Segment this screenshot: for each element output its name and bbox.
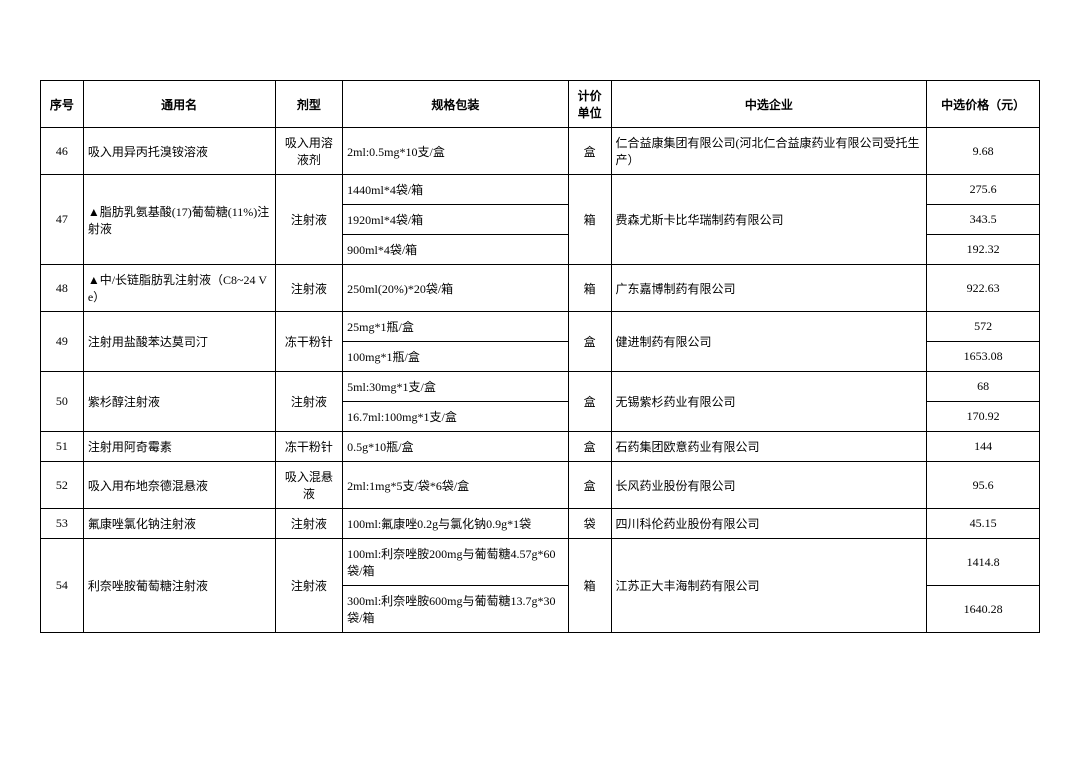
cell-unit: 箱 xyxy=(568,539,611,633)
cell-name: 吸入用异丙托溴铵溶液 xyxy=(83,128,275,175)
table-row: 48 ▲中/长链脂肪乳注射液（C8~24 Ve） 注射液 250ml(20%)*… xyxy=(41,265,1040,312)
header-name: 通用名 xyxy=(83,81,275,128)
cell-company: 仁合益康集团有限公司(河北仁合益康药业有限公司受托生产） xyxy=(611,128,927,175)
table-row: 50 紫杉醇注射液 注射液 5ml:30mg*1支/盒 盒 无锡紫杉药业有限公司… xyxy=(41,372,1040,402)
cell-form: 冻干粉针 xyxy=(275,432,343,462)
table-row: 46 吸入用异丙托溴铵溶液 吸入用溶液剂 2ml:0.5mg*10支/盒 盒 仁… xyxy=(41,128,1040,175)
cell-price: 1414.8 xyxy=(927,539,1040,586)
cell-seq: 51 xyxy=(41,432,84,462)
cell-name: 氟康唑氯化钠注射液 xyxy=(83,509,275,539)
cell-spec: 300ml:利奈唑胺600mg与葡萄糖13.7g*30袋/箱 xyxy=(343,586,569,633)
cell-price: 572 xyxy=(927,312,1040,342)
table-row: 49 注射用盐酸苯达莫司汀 冻干粉针 25mg*1瓶/盒 盒 健进制药有限公司 … xyxy=(41,312,1040,342)
cell-price: 343.5 xyxy=(927,205,1040,235)
cell-unit: 箱 xyxy=(568,175,611,265)
cell-form: 注射液 xyxy=(275,539,343,633)
cell-price: 144 xyxy=(927,432,1040,462)
cell-spec: 16.7ml:100mg*1支/盒 xyxy=(343,402,569,432)
cell-seq: 53 xyxy=(41,509,84,539)
cell-unit: 盒 xyxy=(568,312,611,372)
cell-seq: 47 xyxy=(41,175,84,265)
cell-company: 长风药业股份有限公司 xyxy=(611,462,927,509)
cell-company: 石药集团欧意药业有限公司 xyxy=(611,432,927,462)
cell-spec: 100ml:氟康唑0.2g与氯化钠0.9g*1袋 xyxy=(343,509,569,539)
cell-unit: 盒 xyxy=(568,128,611,175)
cell-price: 95.6 xyxy=(927,462,1040,509)
cell-form: 注射液 xyxy=(275,372,343,432)
cell-company: 无锡紫杉药业有限公司 xyxy=(611,372,927,432)
cell-name: 利奈唑胺葡萄糖注射液 xyxy=(83,539,275,633)
cell-form: 吸入混悬液 xyxy=(275,462,343,509)
cell-seq: 54 xyxy=(41,539,84,633)
cell-spec: 0.5g*10瓶/盒 xyxy=(343,432,569,462)
cell-name: ▲中/长链脂肪乳注射液（C8~24 Ve） xyxy=(83,265,275,312)
cell-form: 注射液 xyxy=(275,509,343,539)
cell-price: 1640.28 xyxy=(927,586,1040,633)
cell-form: 注射液 xyxy=(275,265,343,312)
cell-form: 冻干粉针 xyxy=(275,312,343,372)
cell-name: 吸入用布地奈德混悬液 xyxy=(83,462,275,509)
cell-price: 275.6 xyxy=(927,175,1040,205)
cell-unit: 盒 xyxy=(568,372,611,432)
cell-seq: 48 xyxy=(41,265,84,312)
header-company: 中选企业 xyxy=(611,81,927,128)
cell-price: 922.63 xyxy=(927,265,1040,312)
cell-unit: 盒 xyxy=(568,462,611,509)
table-row: 53 氟康唑氯化钠注射液 注射液 100ml:氟康唑0.2g与氯化钠0.9g*1… xyxy=(41,509,1040,539)
cell-unit: 袋 xyxy=(568,509,611,539)
header-unit: 计价单位 xyxy=(568,81,611,128)
cell-price: 170.92 xyxy=(927,402,1040,432)
cell-seq: 49 xyxy=(41,312,84,372)
cell-company: 四川科伦药业股份有限公司 xyxy=(611,509,927,539)
cell-price: 9.68 xyxy=(927,128,1040,175)
cell-spec: 1440ml*4袋/箱 xyxy=(343,175,569,205)
header-price: 中选价格（元） xyxy=(927,81,1040,128)
cell-seq: 50 xyxy=(41,372,84,432)
table-row: 47 ▲脂肪乳氨基酸(17)葡萄糖(11%)注射液 注射液 1440ml*4袋/… xyxy=(41,175,1040,205)
cell-name: 注射用阿奇霉素 xyxy=(83,432,275,462)
cell-spec: 100ml:利奈唑胺200mg与葡萄糖4.57g*60袋/箱 xyxy=(343,539,569,586)
cell-company: 费森尤斯卡比华瑞制药有限公司 xyxy=(611,175,927,265)
cell-spec: 2ml:1mg*5支/袋*6袋/盒 xyxy=(343,462,569,509)
drug-price-table: 序号 通用名 剂型 规格包装 计价单位 中选企业 中选价格（元） 46 吸入用异… xyxy=(40,80,1040,633)
header-seq: 序号 xyxy=(41,81,84,128)
cell-company: 广东嘉博制药有限公司 xyxy=(611,265,927,312)
cell-price: 1653.08 xyxy=(927,342,1040,372)
cell-company: 健进制药有限公司 xyxy=(611,312,927,372)
cell-name: 紫杉醇注射液 xyxy=(83,372,275,432)
table-header-row: 序号 通用名 剂型 规格包装 计价单位 中选企业 中选价格（元） xyxy=(41,81,1040,128)
table-row: 54 利奈唑胺葡萄糖注射液 注射液 100ml:利奈唑胺200mg与葡萄糖4.5… xyxy=(41,539,1040,586)
cell-seq: 52 xyxy=(41,462,84,509)
cell-spec: 5ml:30mg*1支/盒 xyxy=(343,372,569,402)
cell-spec: 100mg*1瓶/盒 xyxy=(343,342,569,372)
cell-name: ▲脂肪乳氨基酸(17)葡萄糖(11%)注射液 xyxy=(83,175,275,265)
cell-spec: 250ml(20%)*20袋/箱 xyxy=(343,265,569,312)
cell-form: 吸入用溶液剂 xyxy=(275,128,343,175)
cell-spec: 1920ml*4袋/箱 xyxy=(343,205,569,235)
cell-price: 68 xyxy=(927,372,1040,402)
cell-company: 江苏正大丰海制药有限公司 xyxy=(611,539,927,633)
cell-spec: 25mg*1瓶/盒 xyxy=(343,312,569,342)
cell-seq: 46 xyxy=(41,128,84,175)
cell-unit: 箱 xyxy=(568,265,611,312)
header-spec: 规格包装 xyxy=(343,81,569,128)
cell-unit: 盒 xyxy=(568,432,611,462)
table-row: 51 注射用阿奇霉素 冻干粉针 0.5g*10瓶/盒 盒 石药集团欧意药业有限公… xyxy=(41,432,1040,462)
table-row: 52 吸入用布地奈德混悬液 吸入混悬液 2ml:1mg*5支/袋*6袋/盒 盒 … xyxy=(41,462,1040,509)
cell-price: 192.32 xyxy=(927,235,1040,265)
cell-form: 注射液 xyxy=(275,175,343,265)
cell-spec: 900ml*4袋/箱 xyxy=(343,235,569,265)
cell-name: 注射用盐酸苯达莫司汀 xyxy=(83,312,275,372)
cell-spec: 2ml:0.5mg*10支/盒 xyxy=(343,128,569,175)
header-form: 剂型 xyxy=(275,81,343,128)
cell-price: 45.15 xyxy=(927,509,1040,539)
